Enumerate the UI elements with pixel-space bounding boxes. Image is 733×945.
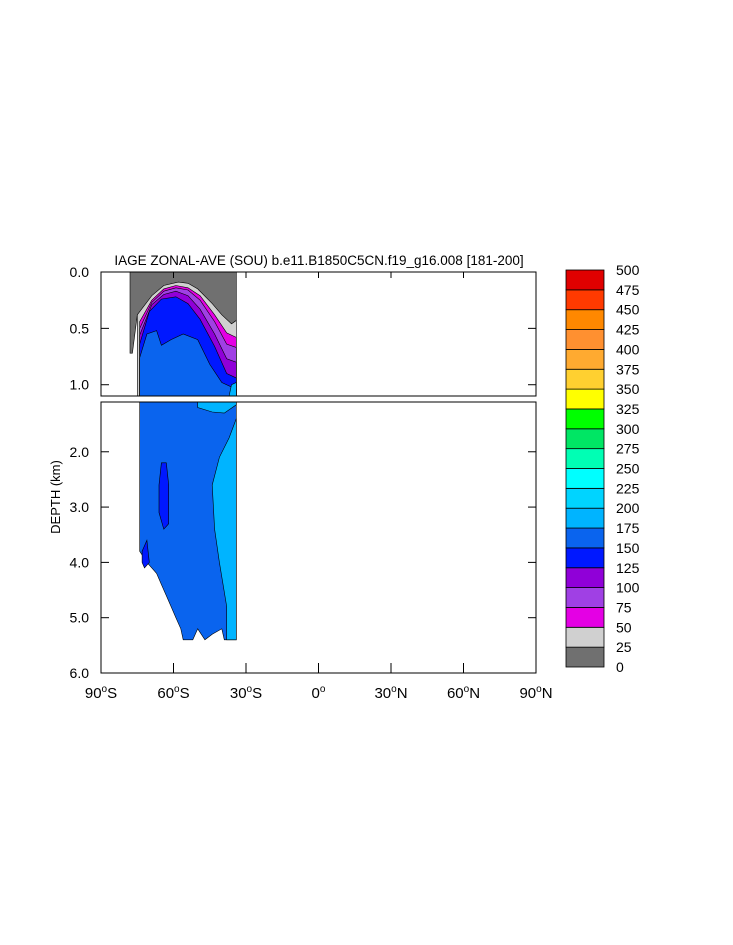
colorbar-label-15: 375 [616, 361, 640, 377]
colorbar-box-12 [565, 408, 605, 430]
lower-region-3 [158, 462, 169, 530]
colorbar-label-4: 100 [616, 580, 640, 596]
colorbar-box-13 [565, 388, 605, 410]
xtick-label-6: 90oN [519, 684, 552, 702]
lower-region-2 [211, 418, 237, 641]
colorbar-label-7: 175 [616, 520, 640, 536]
lower-ytick-label-1: 3.0 [70, 499, 90, 515]
lower-region-0 [139, 401, 237, 641]
xtick-label-0: 90oS [85, 684, 117, 702]
xtick-label-3: 0o [312, 684, 326, 702]
lower-ytick-label-2: 4.0 [70, 554, 90, 570]
colorbar-box-15 [565, 348, 605, 370]
colorbar-box-3 [565, 587, 605, 608]
colorbar-label-2: 50 [616, 619, 632, 635]
colorbar-box-6 [565, 527, 605, 549]
lower-y-ticks: 2.0 3.0 4.0 5.0 6.0 [70, 444, 536, 681]
x-axis-ticks: 90oS 60oS 30oS 0o 30oN 60oN 90oN [85, 272, 553, 702]
colorbar-label-0: 0 [616, 659, 624, 675]
colorbar-label-9: 225 [616, 480, 640, 496]
colorbar-box-1 [565, 626, 605, 648]
colorbar-box-16 [565, 329, 605, 350]
upper-ytick-label-0: 0.0 [70, 264, 90, 280]
colorbar-box-9 [565, 468, 605, 489]
colorbar-label-14: 350 [616, 381, 640, 397]
upper-ytick-label-1: 0.5 [70, 320, 90, 336]
colorbar-box-5 [565, 547, 605, 569]
xtick-label-4: 30oN [374, 684, 407, 702]
lower-region-4 [141, 539, 150, 569]
colorbar-box-11 [565, 428, 605, 450]
xtick-label-2: 30oS [230, 684, 262, 702]
colorbar: 0 25 50 75 100 125 150 175 200 225 250 275 300 325 350… [565, 262, 640, 675]
colorbar-label-12: 300 [616, 421, 640, 437]
colorbar-box-2 [565, 607, 605, 628]
lower-ytick-label-3: 5.0 [70, 610, 90, 626]
colorbar-label-16: 400 [616, 341, 640, 357]
colorbar-box-18 [565, 289, 605, 311]
colorbar-label-11: 275 [616, 441, 640, 457]
upper-panel: 0.0 0.5 1.0 [70, 264, 537, 397]
colorbar-box-17 [565, 309, 605, 330]
colorbar-label-13: 325 [616, 401, 640, 417]
lower-ytick-label-0: 2.0 [70, 444, 90, 460]
upper-ytick-label-2: 1.0 [70, 377, 90, 393]
upper-panel-regions [129, 271, 237, 397]
colorbar-box-0 [565, 646, 605, 668]
xtick-label-5: 60oN [447, 684, 480, 702]
colorbar-label-18: 450 [616, 302, 640, 318]
colorbar-box-7 [565, 507, 605, 529]
colorbar-label-17: 425 [616, 322, 640, 338]
lower-panel: 2.0 3.0 4.0 5.0 6.0 [70, 401, 537, 681]
xtick-label-1: 60oS [157, 684, 189, 702]
colorbar-label-3: 75 [616, 599, 632, 615]
upper-y-ticks: 0.0 0.5 1.0 [70, 264, 536, 393]
lower-ytick-label-4: 6.0 [70, 665, 90, 681]
colorbar-label-6: 150 [616, 540, 640, 556]
colorbar-label-10: 250 [616, 461, 640, 477]
colorbar-label-8: 200 [616, 500, 640, 516]
colorbar-label-20: 500 [616, 262, 640, 278]
colorbar-box-8 [565, 487, 605, 509]
colorbar-label-5: 125 [616, 560, 640, 576]
colorbar-label-19: 475 [616, 282, 640, 298]
colorbar-box-10 [565, 448, 605, 469]
y-axis-label: DEPTH (km) [48, 460, 63, 534]
colorbar-box-4 [565, 567, 605, 589]
colorbar-label-1: 25 [616, 639, 632, 655]
colorbar-box-19 [565, 269, 605, 291]
lower-panel-regions [139, 401, 237, 641]
colorbar-box-14 [565, 368, 605, 390]
chart-title: IAGE ZONAL-AVE (SOU) b.e11.B1850C5CN.f19… [114, 253, 523, 268]
